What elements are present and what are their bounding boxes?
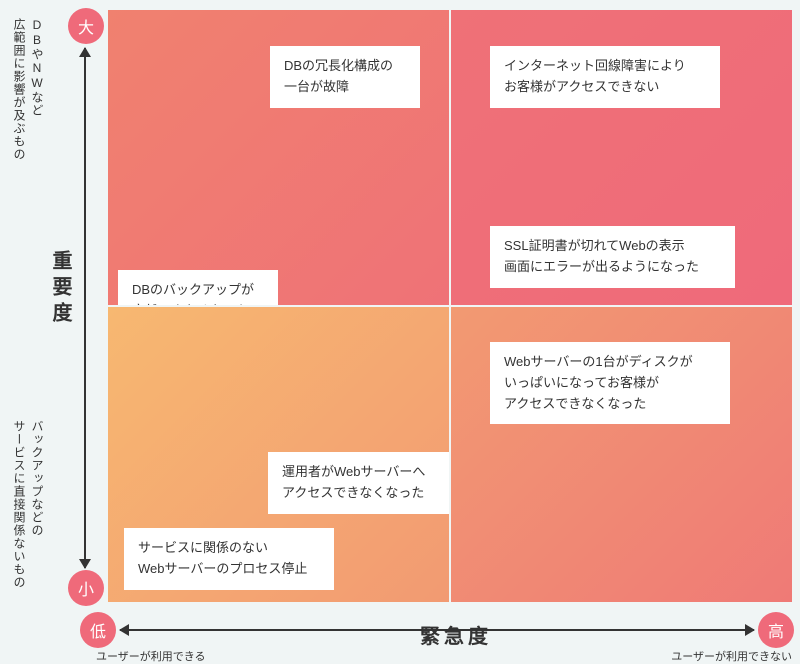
y-low-label: 小 [78, 576, 94, 600]
x-low-desc: ユーザーが利用できる [96, 648, 206, 664]
note-db-redundancy: DBの冗長化構成の一台が故障 [270, 46, 420, 108]
quadrant-bottom-left: 運用者がWebサーバーへアクセスできなくなった サービスに関係のないWebサーバ… [108, 306, 450, 602]
y-high-desc: DBやNWなど広範囲に影響が及ぶもの [10, 18, 46, 161]
note-operator-access: 運用者がWebサーバーへアクセスできなくなった [268, 452, 463, 514]
x-axis-title: 緊急度 [420, 620, 492, 649]
note-web-disk-full: Webサーバーの1台がディスクがいっぱいになってお客様がアクセスできなくなった [490, 342, 730, 424]
note-unrelated-process: サービスに関係のないWebサーバーのプロセス停止 [124, 528, 334, 590]
y-low-circle: 小 [68, 570, 104, 606]
divider-horizontal [108, 305, 792, 307]
x-high-desc: ユーザーが利用できない [671, 648, 792, 664]
x-low-label: 低 [90, 618, 106, 642]
x-high-label: 高 [768, 618, 784, 642]
priority-matrix: DBやNWなど広範囲に影響が及ぶもの バックアップなどのサービスに直接関係ないも… [0, 0, 800, 664]
y-high-label: 大 [78, 14, 94, 38]
x-low-circle: 低 [80, 612, 116, 648]
quadrant-top-left: DBの冗長化構成の一台が故障 DBのバックアップが突然できなくなった [108, 10, 450, 306]
matrix-grid: DBの冗長化構成の一台が故障 DBのバックアップが突然できなくなった インターネ… [108, 10, 792, 602]
y-axis-title: 重要度 [46, 250, 75, 328]
note-ssl-cert: SSL証明書が切れてWebの表示画面にエラーが出るようになった [490, 226, 735, 288]
quadrant-bottom-right: Webサーバーの1台がディスクがいっぱいになってお客様がアクセスできなくなった [450, 306, 792, 602]
y-low-desc: バックアップなどのサービスに直接関係ないもの [10, 420, 46, 589]
y-axis-arrow [84, 48, 86, 568]
y-high-circle: 大 [68, 8, 104, 44]
note-internet-outage: インターネット回線障害によりお客様がアクセスできない [490, 46, 720, 108]
quadrant-top-right: インターネット回線障害によりお客様がアクセスできない SSL証明書が切れてWeb… [450, 10, 792, 306]
x-high-circle: 高 [758, 612, 794, 648]
